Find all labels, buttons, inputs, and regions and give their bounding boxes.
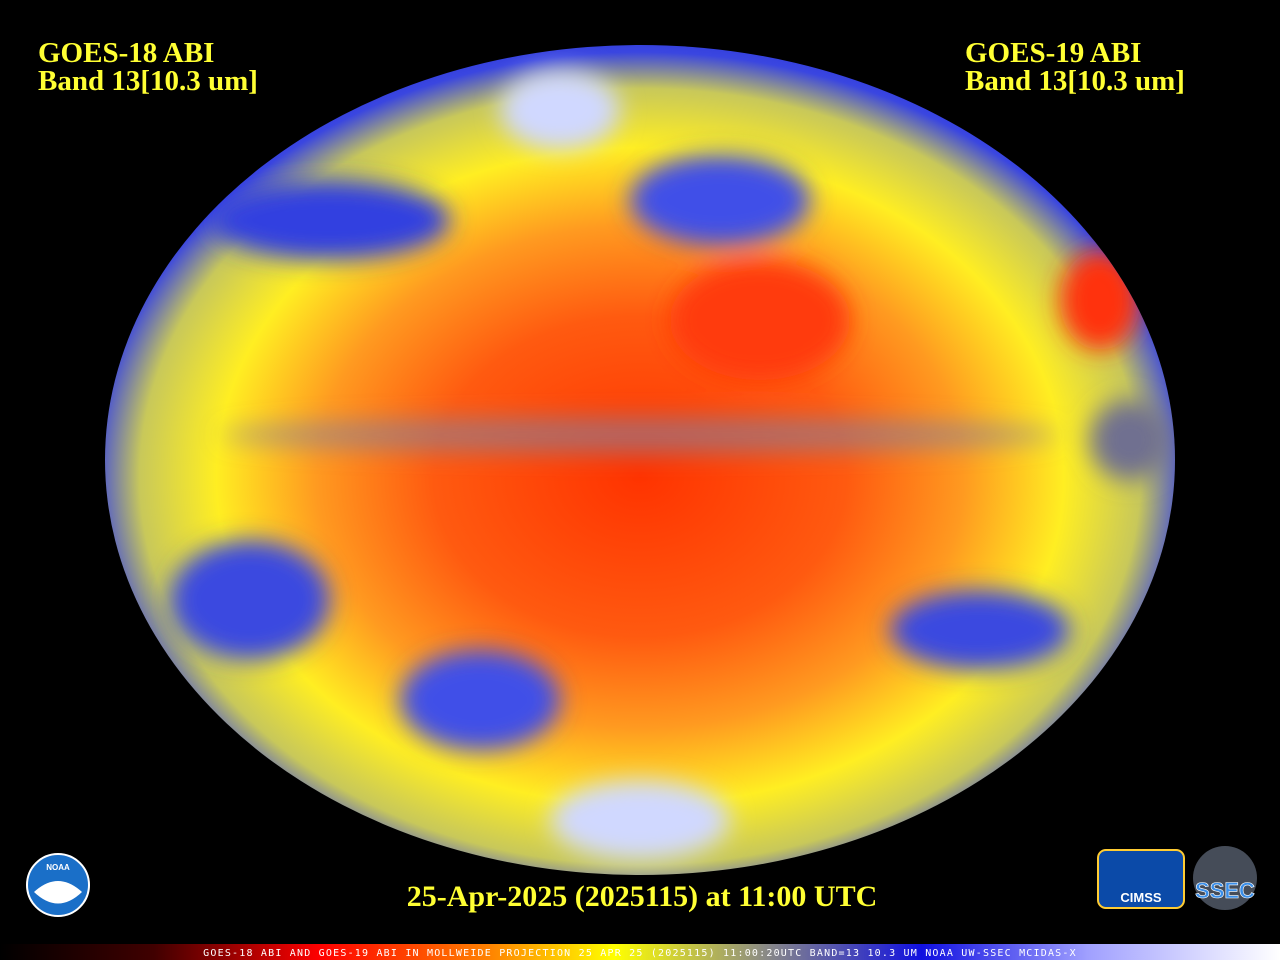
- ssec-emblem: [1193, 846, 1257, 910]
- cimss-badge: [1097, 849, 1185, 909]
- globe: [105, 45, 1175, 875]
- right-band: Band 13[10.3 um]: [965, 65, 1185, 97]
- cimss-logo: CIMSS: [1097, 849, 1185, 909]
- timestamp: 25-Apr-2025 (2025115) at 11:00 UTC: [407, 880, 878, 913]
- left-band: Band 13[10.3 um]: [38, 65, 258, 97]
- noaa-logo: NOAA: [26, 853, 90, 917]
- left-title: GOES-18 ABI: [38, 37, 214, 69]
- noaa-bird: [34, 881, 82, 904]
- ssec-logo: SSEC: [1193, 846, 1257, 910]
- ssec-label: SSEC: [1195, 878, 1255, 903]
- color-bar: [0, 944, 1280, 960]
- cloud-features: [170, 70, 1170, 860]
- footer-caption: GOES-18 ABI AND GOES-19 ABI IN MOLLWEIDE…: [203, 948, 1077, 959]
- cimss-label: CIMSS: [1120, 890, 1162, 905]
- right-title: GOES-19 ABI: [965, 37, 1141, 69]
- noaa-label: NOAA: [46, 863, 70, 872]
